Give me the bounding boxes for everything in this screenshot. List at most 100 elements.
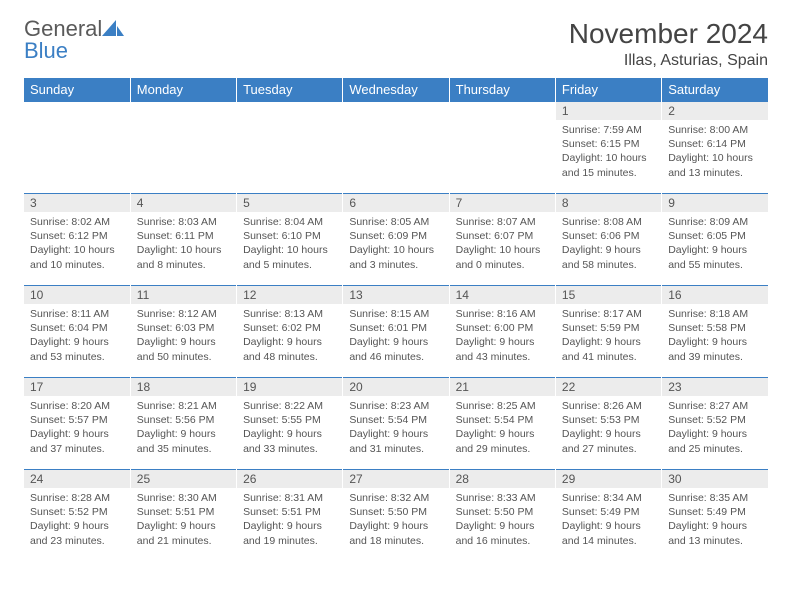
day-number: 11 [131, 286, 236, 304]
day-body: Sunrise: 8:08 AMSunset: 6:06 PMDaylight:… [556, 212, 661, 276]
calendar-row: 3Sunrise: 8:02 AMSunset: 6:12 PMDaylight… [24, 194, 768, 286]
calendar-cell: 15Sunrise: 8:17 AMSunset: 5:59 PMDayligh… [555, 286, 661, 378]
calendar-cell [237, 102, 343, 194]
weekday-row: SundayMondayTuesdayWednesdayThursdayFrid… [24, 78, 768, 102]
calendar-cell: 2Sunrise: 8:00 AMSunset: 6:14 PMDaylight… [662, 102, 768, 194]
day-body: Sunrise: 7:59 AMSunset: 6:15 PMDaylight:… [556, 120, 661, 184]
calendar-cell: 16Sunrise: 8:18 AMSunset: 5:58 PMDayligh… [662, 286, 768, 378]
calendar-cell: 19Sunrise: 8:22 AMSunset: 5:55 PMDayligh… [237, 378, 343, 470]
day-body: Sunrise: 8:05 AMSunset: 6:09 PMDaylight:… [343, 212, 448, 276]
title-block: November 2024 Illas, Asturias, Spain [569, 18, 768, 70]
day-body: Sunrise: 8:32 AMSunset: 5:50 PMDaylight:… [343, 488, 448, 552]
weekday-header: Sunday [24, 78, 130, 102]
day-number: 5 [237, 194, 342, 212]
logo-word2: Blue [24, 38, 68, 63]
calendar-cell: 27Sunrise: 8:32 AMSunset: 5:50 PMDayligh… [343, 470, 449, 562]
calendar-cell: 9Sunrise: 8:09 AMSunset: 6:05 PMDaylight… [662, 194, 768, 286]
calendar-cell: 29Sunrise: 8:34 AMSunset: 5:49 PMDayligh… [555, 470, 661, 562]
day-number: 21 [450, 378, 555, 396]
day-body: Sunrise: 8:13 AMSunset: 6:02 PMDaylight:… [237, 304, 342, 368]
calendar-cell: 4Sunrise: 8:03 AMSunset: 6:11 PMDaylight… [130, 194, 236, 286]
day-number: 9 [662, 194, 768, 212]
day-number: 26 [237, 470, 342, 488]
day-body: Sunrise: 8:18 AMSunset: 5:58 PMDaylight:… [662, 304, 768, 368]
location-subtitle: Illas, Asturias, Spain [569, 52, 768, 70]
calendar-row: 10Sunrise: 8:11 AMSunset: 6:04 PMDayligh… [24, 286, 768, 378]
day-number: 29 [556, 470, 661, 488]
calendar-cell: 24Sunrise: 8:28 AMSunset: 5:52 PMDayligh… [24, 470, 130, 562]
page-title: November 2024 [569, 18, 768, 50]
calendar-cell: 13Sunrise: 8:15 AMSunset: 6:01 PMDayligh… [343, 286, 449, 378]
day-number: 10 [24, 286, 130, 304]
calendar-cell: 23Sunrise: 8:27 AMSunset: 5:52 PMDayligh… [662, 378, 768, 470]
day-body: Sunrise: 8:16 AMSunset: 6:00 PMDaylight:… [450, 304, 555, 368]
calendar-cell: 10Sunrise: 8:11 AMSunset: 6:04 PMDayligh… [24, 286, 130, 378]
day-body: Sunrise: 8:17 AMSunset: 5:59 PMDaylight:… [556, 304, 661, 368]
calendar-cell: 14Sunrise: 8:16 AMSunset: 6:00 PMDayligh… [449, 286, 555, 378]
day-number: 6 [343, 194, 448, 212]
day-body: Sunrise: 8:22 AMSunset: 5:55 PMDaylight:… [237, 396, 342, 460]
day-number: 8 [556, 194, 661, 212]
sail-icon [102, 20, 124, 36]
day-body: Sunrise: 8:35 AMSunset: 5:49 PMDaylight:… [662, 488, 768, 552]
day-body: Sunrise: 8:12 AMSunset: 6:03 PMDaylight:… [131, 304, 236, 368]
day-number: 7 [450, 194, 555, 212]
day-body: Sunrise: 8:04 AMSunset: 6:10 PMDaylight:… [237, 212, 342, 276]
calendar-row: 24Sunrise: 8:28 AMSunset: 5:52 PMDayligh… [24, 470, 768, 562]
day-body: Sunrise: 8:27 AMSunset: 5:52 PMDaylight:… [662, 396, 768, 460]
calendar-cell [449, 102, 555, 194]
weekday-header: Saturday [662, 78, 768, 102]
day-number: 3 [24, 194, 130, 212]
day-number: 23 [662, 378, 768, 396]
day-number: 13 [343, 286, 448, 304]
calendar-table: SundayMondayTuesdayWednesdayThursdayFrid… [24, 78, 768, 562]
day-body: Sunrise: 8:09 AMSunset: 6:05 PMDaylight:… [662, 212, 768, 276]
calendar-cell: 6Sunrise: 8:05 AMSunset: 6:09 PMDaylight… [343, 194, 449, 286]
calendar-head: SundayMondayTuesdayWednesdayThursdayFrid… [24, 78, 768, 102]
calendar-cell: 5Sunrise: 8:04 AMSunset: 6:10 PMDaylight… [237, 194, 343, 286]
day-number: 2 [662, 102, 768, 120]
logo-text: General Blue [24, 18, 124, 62]
day-number: 17 [24, 378, 130, 396]
day-number: 4 [131, 194, 236, 212]
calendar-cell: 22Sunrise: 8:26 AMSunset: 5:53 PMDayligh… [555, 378, 661, 470]
day-body: Sunrise: 8:00 AMSunset: 6:14 PMDaylight:… [662, 120, 768, 184]
day-number: 16 [662, 286, 768, 304]
day-body: Sunrise: 8:03 AMSunset: 6:11 PMDaylight:… [131, 212, 236, 276]
weekday-header: Friday [555, 78, 661, 102]
day-number: 12 [237, 286, 342, 304]
weekday-header: Tuesday [237, 78, 343, 102]
day-body: Sunrise: 8:30 AMSunset: 5:51 PMDaylight:… [131, 488, 236, 552]
day-number: 27 [343, 470, 448, 488]
day-number: 14 [450, 286, 555, 304]
day-number: 22 [556, 378, 661, 396]
day-body: Sunrise: 8:20 AMSunset: 5:57 PMDaylight:… [24, 396, 130, 460]
day-number: 15 [556, 286, 661, 304]
calendar-cell: 26Sunrise: 8:31 AMSunset: 5:51 PMDayligh… [237, 470, 343, 562]
day-body: Sunrise: 8:34 AMSunset: 5:49 PMDaylight:… [556, 488, 661, 552]
calendar-cell: 25Sunrise: 8:30 AMSunset: 5:51 PMDayligh… [130, 470, 236, 562]
calendar-row: 17Sunrise: 8:20 AMSunset: 5:57 PMDayligh… [24, 378, 768, 470]
calendar-row: 1Sunrise: 7:59 AMSunset: 6:15 PMDaylight… [24, 102, 768, 194]
day-body: Sunrise: 8:28 AMSunset: 5:52 PMDaylight:… [24, 488, 130, 552]
calendar-cell: 21Sunrise: 8:25 AMSunset: 5:54 PMDayligh… [449, 378, 555, 470]
day-body: Sunrise: 8:26 AMSunset: 5:53 PMDaylight:… [556, 396, 661, 460]
day-number: 30 [662, 470, 768, 488]
calendar-cell [130, 102, 236, 194]
logo: General Blue [24, 18, 124, 62]
calendar-cell [24, 102, 130, 194]
day-body: Sunrise: 8:11 AMSunset: 6:04 PMDaylight:… [24, 304, 130, 368]
day-number: 28 [450, 470, 555, 488]
day-body: Sunrise: 8:07 AMSunset: 6:07 PMDaylight:… [450, 212, 555, 276]
day-number: 24 [24, 470, 130, 488]
calendar-cell: 8Sunrise: 8:08 AMSunset: 6:06 PMDaylight… [555, 194, 661, 286]
day-number: 18 [131, 378, 236, 396]
weekday-header: Wednesday [343, 78, 449, 102]
calendar-cell [343, 102, 449, 194]
weekday-header: Monday [130, 78, 236, 102]
calendar-page: General Blue November 2024 Illas, Asturi… [0, 0, 792, 580]
calendar-cell: 11Sunrise: 8:12 AMSunset: 6:03 PMDayligh… [130, 286, 236, 378]
day-body: Sunrise: 8:15 AMSunset: 6:01 PMDaylight:… [343, 304, 448, 368]
calendar-cell: 3Sunrise: 8:02 AMSunset: 6:12 PMDaylight… [24, 194, 130, 286]
calendar-cell: 20Sunrise: 8:23 AMSunset: 5:54 PMDayligh… [343, 378, 449, 470]
